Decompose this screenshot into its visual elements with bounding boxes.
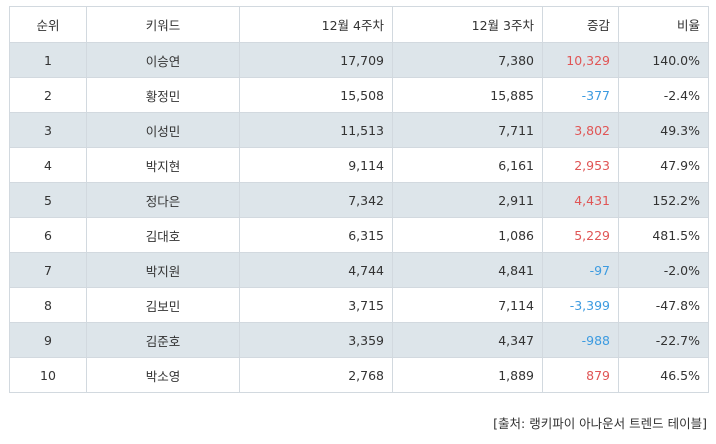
- cell-week3: 15,885: [392, 77, 543, 113]
- cell-week4: 9,114: [239, 147, 393, 183]
- cell-ratio: 49.3%: [618, 112, 709, 148]
- cell-ratio: 152.2%: [618, 182, 709, 218]
- cell-keyword: 박지현: [86, 147, 240, 183]
- cell-keyword: 김대호: [86, 217, 240, 253]
- cell-keyword: 이성민: [86, 112, 240, 148]
- header-rank: 순위: [9, 6, 87, 43]
- cell-ratio: -2.0%: [618, 252, 709, 288]
- cell-week4: 15,508: [239, 77, 393, 113]
- cell-week4: 7,342: [239, 182, 393, 218]
- ranking-table: 순위 키워드 12월 4주차 12월 3주차 증감 비율 1 이승연 17,709 7…: [9, 6, 709, 393]
- table-row: 4 박지현 9,114 6,161 2,953 47.9%: [9, 147, 709, 183]
- cell-keyword: 박지원: [86, 252, 240, 288]
- cell-ratio: 47.9%: [618, 147, 709, 183]
- cell-week3: 7,711: [392, 112, 543, 148]
- cell-rank: 10: [9, 357, 87, 393]
- cell-week3: 1,086: [392, 217, 543, 253]
- cell-change: 10,329: [542, 42, 619, 78]
- header-change: 증감: [542, 6, 619, 43]
- cell-rank: 5: [9, 182, 87, 218]
- cell-change: -3,399: [542, 287, 619, 323]
- table-row: 3 이성민 11,513 7,711 3,802 49.3%: [9, 112, 709, 148]
- cell-change: 4,431: [542, 182, 619, 218]
- cell-keyword: 황정민: [86, 77, 240, 113]
- cell-rank: 4: [9, 147, 87, 183]
- cell-week3: 4,347: [392, 322, 543, 358]
- cell-week4: 3,715: [239, 287, 393, 323]
- cell-rank: 3: [9, 112, 87, 148]
- cell-ratio: -22.7%: [618, 322, 709, 358]
- cell-ratio: -47.8%: [618, 287, 709, 323]
- cell-rank: 6: [9, 217, 87, 253]
- cell-ratio: 46.5%: [618, 357, 709, 393]
- table-row: 6 김대호 6,315 1,086 5,229 481.5%: [9, 217, 709, 253]
- cell-keyword: 이승연: [86, 42, 240, 78]
- cell-change: 879: [542, 357, 619, 393]
- cell-week3: 1,889: [392, 357, 543, 393]
- cell-rank: 2: [9, 77, 87, 113]
- cell-week3: 4,841: [392, 252, 543, 288]
- cell-change: -97: [542, 252, 619, 288]
- cell-week4: 3,359: [239, 322, 393, 358]
- cell-week3: 6,161: [392, 147, 543, 183]
- cell-change: -988: [542, 322, 619, 358]
- table-row: 10 박소영 2,768 1,889 879 46.5%: [9, 357, 709, 393]
- cell-change: 3,802: [542, 112, 619, 148]
- header-keyword: 키워드: [86, 6, 240, 43]
- cell-ratio: -2.4%: [618, 77, 709, 113]
- table-row: 5 정다은 7,342 2,911 4,431 152.2%: [9, 182, 709, 218]
- header-ratio: 비율: [618, 6, 709, 43]
- cell-week3: 7,380: [392, 42, 543, 78]
- cell-week3: 2,911: [392, 182, 543, 218]
- header-week4: 12월 4주차: [239, 6, 393, 43]
- table-row: 9 김준호 3,359 4,347 -988 -22.7%: [9, 322, 709, 358]
- cell-rank: 8: [9, 287, 87, 323]
- cell-rank: 1: [9, 42, 87, 78]
- cell-week4: 2,768: [239, 357, 393, 393]
- table-header-row: 순위 키워드 12월 4주차 12월 3주차 증감 비율: [9, 6, 709, 43]
- cell-keyword: 박소영: [86, 357, 240, 393]
- cell-change: -377: [542, 77, 619, 113]
- cell-rank: 7: [9, 252, 87, 288]
- cell-rank: 9: [9, 322, 87, 358]
- cell-change: 2,953: [542, 147, 619, 183]
- header-week3: 12월 3주차: [392, 6, 543, 43]
- table-body: 1 이승연 17,709 7,380 10,329 140.0% 2 황정민 15,508 15,…: [9, 42, 709, 393]
- cell-week3: 7,114: [392, 287, 543, 323]
- source-caption: [출처: 랭키파이 아나운서 트렌드 테이블]: [493, 416, 707, 431]
- cell-keyword: 정다은: [86, 182, 240, 218]
- cell-week4: 4,744: [239, 252, 393, 288]
- cell-week4: 11,513: [239, 112, 393, 148]
- cell-week4: 6,315: [239, 217, 393, 253]
- cell-ratio: 481.5%: [618, 217, 709, 253]
- table-row: 2 황정민 15,508 15,885 -377 -2.4%: [9, 77, 709, 113]
- table-row: 7 박지원 4,744 4,841 -97 -2.0%: [9, 252, 709, 288]
- cell-ratio: 140.0%: [618, 42, 709, 78]
- cell-keyword: 김보민: [86, 287, 240, 323]
- table-row: 1 이승연 17,709 7,380 10,329 140.0%: [9, 42, 709, 78]
- table-row: 8 김보민 3,715 7,114 -3,399 -47.8%: [9, 287, 709, 323]
- cell-keyword: 김준호: [86, 322, 240, 358]
- cell-week4: 17,709: [239, 42, 393, 78]
- cell-change: 5,229: [542, 217, 619, 253]
